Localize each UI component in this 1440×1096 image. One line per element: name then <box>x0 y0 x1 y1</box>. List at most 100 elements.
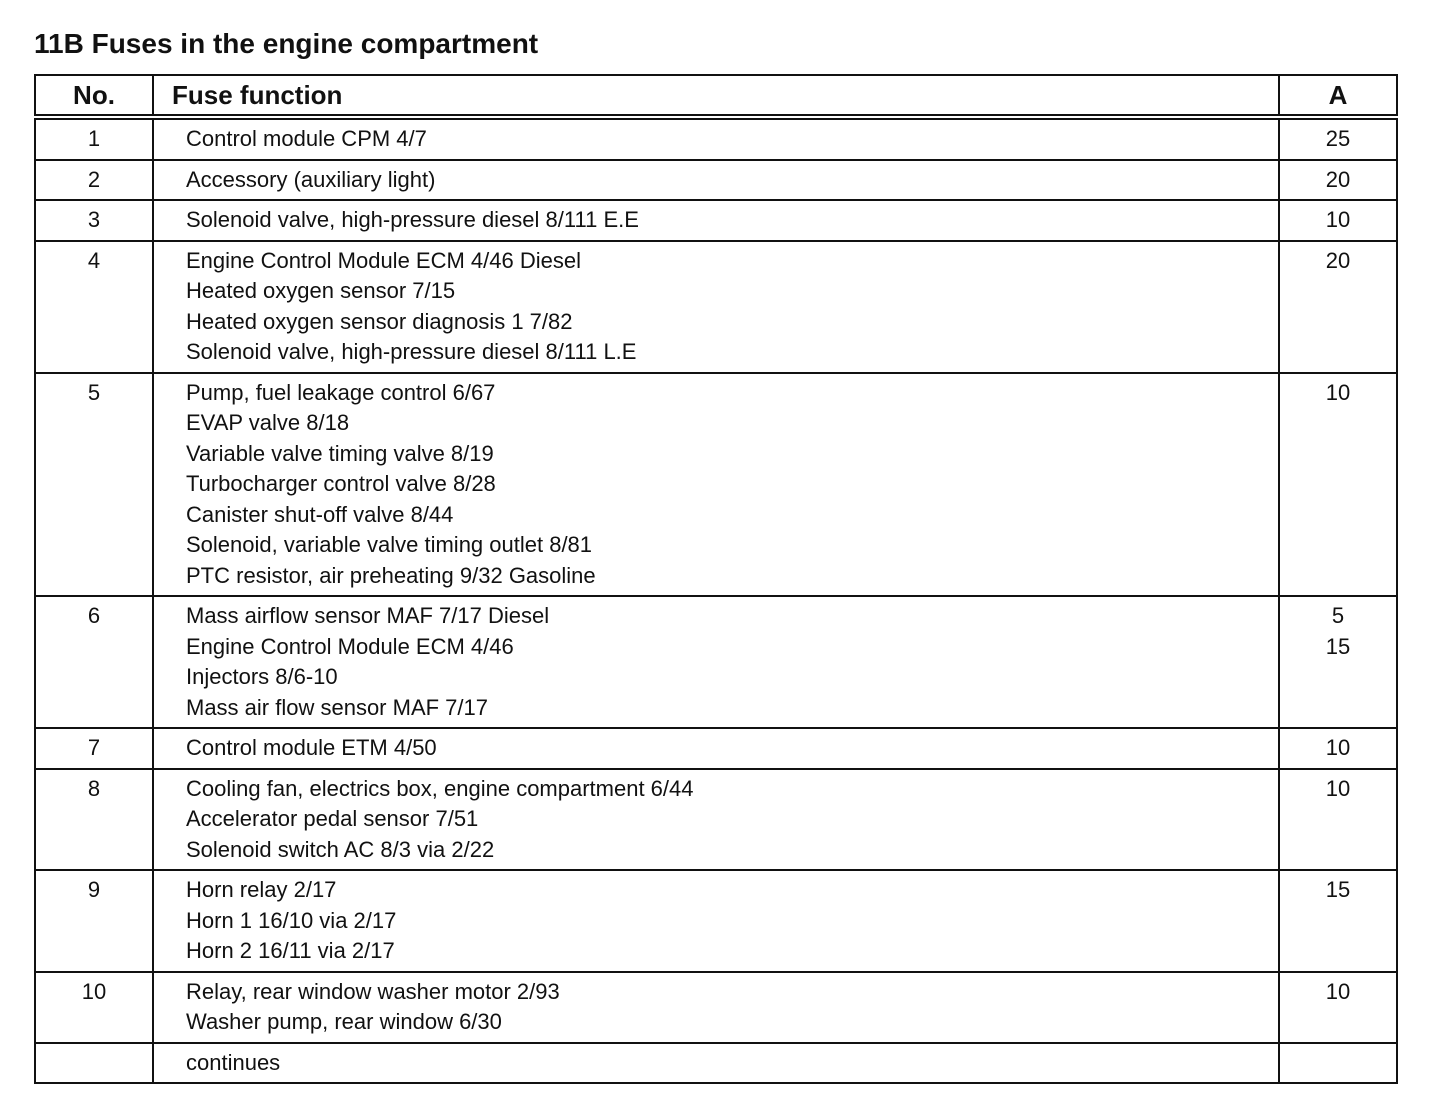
fuse-number: 9 <box>87 877 101 902</box>
fuse-function: Mass air flow sensor MAF 7/17 <box>186 694 488 720</box>
fuse-function: Heated oxygen sensor diagnosis 1 7/82 <box>186 308 573 334</box>
fuse-function: Heated oxygen sensor 7/15 <box>186 278 456 303</box>
fuse-row: 10 Relay, rear window washer motor 2/93 Wa… <box>34 970 1398 1044</box>
fuse-amps-cell: 10 <box>1278 970 1398 1044</box>
fuse-amps-cell: 15 <box>1278 869 1398 973</box>
fuse-number: 7 <box>87 735 101 760</box>
fuse-function: Accelerator pedal sensor 7/51 <box>186 806 479 831</box>
fuse-amps: 10 <box>1325 379 1351 405</box>
fuse-number-cell: 4 <box>34 239 154 374</box>
fuse-function-cell: Control module CPM 4/7 <box>152 116 1280 161</box>
fuse-function-cell: Solenoid valve, high-pressure diesel 8/1… <box>152 199 1280 242</box>
fuse-number: 10 <box>81 978 107 1004</box>
fuse-function: Control module ETM 4/50 <box>186 735 437 760</box>
fuse-amps: 25 <box>1325 126 1351 151</box>
fuse-number: 6 <box>87 603 101 628</box>
fuse-amps: 10 <box>1325 978 1351 1004</box>
fuse-function-cell: Pump, fuel leakage control 6/67 EVAP valv… <box>152 371 1280 597</box>
fuse-function: Turbocharger control valve 8/28 <box>186 471 496 496</box>
fuse-function: Mass airflow sensor MAF 7/17 Diesel <box>186 603 550 628</box>
fuse-function: Injectors 8/6-10 <box>186 664 338 689</box>
fuse-function: Control module CPM 4/7 <box>186 126 427 151</box>
fuse-row: 6 Mass airflow sensor MAF 7/17 Diesel Engi… <box>34 595 1398 729</box>
fuse-function: Washer pump, rear window 6/30 <box>186 1009 502 1034</box>
fuse-number: 4 <box>87 247 101 273</box>
title: 11B Fuses in the engine compartment <box>34 28 539 59</box>
fuse-number-cell: 1 <box>34 116 154 161</box>
fuse-table: No. Fuse function A 1 Control module CPM … <box>34 74 1398 1084</box>
fuse-number-cell <box>34 1041 154 1084</box>
fuse-function-cell: continues <box>152 1041 1280 1084</box>
fuse-function: Canister shut-off valve 8/44 <box>186 501 454 527</box>
header-cell: No. <box>34 74 154 120</box>
fuse-amps: 10 <box>1325 735 1351 760</box>
fuse-row: 4 Engine Control Module ECM 4/46 Diesel He… <box>34 239 1398 374</box>
fuse-row: 8 Cooling fan, electrics box, engine comp… <box>34 767 1398 871</box>
fuse-function: continues <box>186 1049 281 1075</box>
fuse-amps: 15 <box>1325 633 1351 659</box>
fuse-row: 7 Control module ETM 4/50 10 <box>34 727 1398 770</box>
fuse-number: 3 <box>87 207 101 232</box>
fuse-row: 9 Horn relay 2/17 Horn 1 16/10 via 2/17 Hor… <box>34 869 1398 973</box>
fuse-amps: 20 <box>1325 166 1351 192</box>
table-head: No. Fuse function A <box>34 74 1398 120</box>
fuse-number-cell: 10 <box>34 970 154 1044</box>
fuse-function: EVAP valve 8/18 <box>186 410 350 435</box>
fuse-row: 3 Solenoid valve, high-pressure diesel 8/… <box>34 199 1398 242</box>
fuse-number-cell: 3 <box>34 199 154 242</box>
fuse-function: Solenoid valve, high-pressure diesel 8/1… <box>186 339 637 364</box>
table-body: 1 Control module CPM 4/7 25 2 Accessory (aux… <box>34 116 1398 1084</box>
fuse-function: Solenoid valve, high-pressure diesel 8/1… <box>186 207 639 232</box>
fuse-function: Accessory (auxiliary light) <box>186 166 436 192</box>
fuse-amps-cell: 20 <box>1278 158 1398 201</box>
fuse-number-cell: 5 <box>34 371 154 597</box>
fuse-amps: 5 <box>1331 603 1345 628</box>
fuse-amps: 10 <box>1325 775 1351 801</box>
fuse-amps-cell: 10 <box>1278 767 1398 871</box>
fuse-number: 1 <box>87 126 101 151</box>
fuse-row: continues <box>34 1041 1398 1084</box>
fuse-row: 2 Accessory (auxiliary light) 20 <box>34 158 1398 201</box>
fuse-function: Engine Control Module ECM 4/46 <box>186 633 514 659</box>
fuse-amps-cell: 25 <box>1278 116 1398 161</box>
fuse-amps-cell: 10 <box>1278 727 1398 770</box>
fuse-function: Solenoid switch AC 8/3 via 2/22 <box>186 836 495 862</box>
fuse-function: Pump, fuel leakage control 6/67 <box>186 379 496 405</box>
fuse-function: Horn relay 2/17 <box>186 877 337 902</box>
fuse-amps-cell: 20 <box>1278 239 1398 374</box>
fuse-amps: 15 <box>1325 877 1351 902</box>
fuse-function: Relay, rear window washer motor 2/93 <box>186 978 560 1004</box>
fuse-number-cell: 9 <box>34 869 154 973</box>
fuse-function: PTC resistor, air preheating 9/32 Gasoli… <box>186 562 596 588</box>
fuse-function: Engine Control Module ECM 4/46 Diesel <box>186 247 581 273</box>
fuse-row: 1 Control module CPM 4/7 25 <box>34 116 1398 161</box>
fuse-function: Variable valve timing valve 8/19 <box>186 440 494 466</box>
fuse-function-cell: Relay, rear window washer motor 2/93 Wash… <box>152 970 1280 1044</box>
fuse-function-cell: Accessory (auxiliary light) <box>152 158 1280 201</box>
fuse-function: Horn 1 16/10 via 2/17 <box>186 907 397 933</box>
fuse-number-cell: 2 <box>34 158 154 201</box>
fuse-number: 8 <box>87 775 101 801</box>
fuse-function-cell: Cooling fan, electrics box, engine compa… <box>152 767 1280 871</box>
fuse-function-cell: Mass airflow sensor MAF 7/17 Diesel Engin… <box>152 595 1280 729</box>
fuse-number: 2 <box>87 166 101 192</box>
fuse-amps-cell: 5 15 <box>1278 595 1398 729</box>
fuse-amps-cell <box>1278 1041 1398 1084</box>
fuse-amps-cell: 10 <box>1278 199 1398 242</box>
fuse-row: 5 Pump, fuel leakage control 6/67 EVAP val… <box>34 371 1398 597</box>
fuse-function-cell: Horn relay 2/17 Horn 1 16/10 via 2/17 Horn… <box>152 869 1280 973</box>
header-row: No. Fuse function A <box>34 74 1398 120</box>
header-cell: Fuse function <box>152 74 1280 120</box>
fuse-function: Horn 2 16/11 via 2/17 <box>186 938 395 963</box>
fuse-number: 5 <box>87 379 101 405</box>
header-cell: A <box>1278 74 1398 120</box>
fuse-amps: 10 <box>1325 207 1351 232</box>
fuse-function-cell: Control module ETM 4/50 <box>152 727 1280 770</box>
fuse-number-cell: 8 <box>34 767 154 871</box>
fuse-number-cell: 7 <box>34 727 154 770</box>
fuse-amps-cell: 10 <box>1278 371 1398 597</box>
fuse-amps: 20 <box>1325 247 1351 273</box>
fuse-function: Cooling fan, electrics box, engine compa… <box>186 775 694 801</box>
fuse-function-cell: Engine Control Module ECM 4/46 Diesel Hea… <box>152 239 1280 374</box>
